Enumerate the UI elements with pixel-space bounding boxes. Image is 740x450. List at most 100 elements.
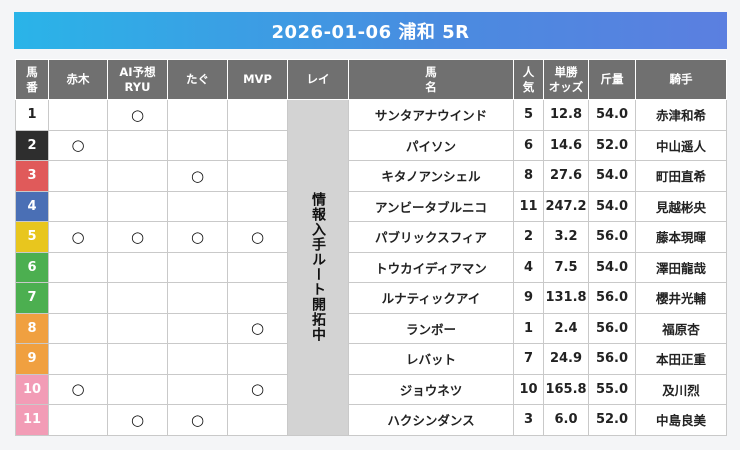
horse-name-cell: ランボー xyxy=(348,312,514,344)
win-odds-cell: 6.0 xyxy=(543,404,589,436)
table-row: 5 ○ ○ ○ ○ パブリックスフィア 2 3.2 56.0 藤本現暉 xyxy=(15,221,727,253)
mark-cell-akagi xyxy=(48,404,108,436)
mark-cell-ai-ryu xyxy=(107,373,168,405)
race-title: 2026-01-06 浦和 5R xyxy=(14,12,727,49)
horse-number-cell: 2 xyxy=(15,129,49,161)
horse-name-cell: サンタアナウインド xyxy=(348,99,514,131)
mark-cell-ai-ryu xyxy=(107,251,168,283)
mark-cell-akagi: ○ xyxy=(48,373,108,405)
table-row: 2 ○ パイソン 6 14.6 52.0 中山遥人 xyxy=(15,129,727,161)
mark-cell-mvp: ○ xyxy=(227,373,288,405)
mark-cell-ai-ryu xyxy=(107,282,168,314)
horse-number-cell: 10 xyxy=(15,373,49,405)
weight-cell: 55.0 xyxy=(588,373,636,405)
jockey-cell: 及川烈 xyxy=(635,373,727,405)
header-tagu: たぐ xyxy=(167,59,228,100)
mark-cell-ai-ryu: ○ xyxy=(107,99,168,131)
circle-mark-icon: ○ xyxy=(250,319,265,338)
horse-number-cell: 8 xyxy=(15,312,49,344)
horse-name-cell: キタノアンシェル xyxy=(348,160,514,192)
jockey-cell: 中山遥人 xyxy=(635,129,727,161)
circle-mark-icon: ○ xyxy=(71,227,85,246)
horse-name-cell: アンビータブルニコ xyxy=(348,190,514,222)
win-odds-cell: 14.6 xyxy=(543,129,589,161)
mark-cell-ai-ryu xyxy=(107,160,168,192)
popularity-cell: 8 xyxy=(513,160,544,192)
horse-number-cell: 1 xyxy=(15,99,49,131)
jockey-cell: 藤本現暉 xyxy=(635,221,727,253)
circle-mark-icon: ○ xyxy=(130,105,145,124)
horse-name-cell: トウカイディアマン xyxy=(348,251,514,283)
mark-cell-tagu xyxy=(167,373,228,405)
jockey-cell: 赤津和希 xyxy=(635,99,727,131)
horse-number-cell: 11 xyxy=(15,404,49,436)
circle-mark-icon: ○ xyxy=(71,380,85,399)
entries-table: 馬番 赤木 AI予想 RYU たぐ MVP レイ 馬名 人気 単勝 オッズ 斤量 騎… xyxy=(15,59,727,436)
horse-name-cell: ルナティックアイ xyxy=(348,282,514,314)
popularity-cell: 3 xyxy=(513,404,544,436)
mark-cell-tagu xyxy=(167,312,228,344)
header-mvp: MVP xyxy=(227,59,288,100)
win-odds-cell: 27.6 xyxy=(543,160,589,192)
weight-cell: 56.0 xyxy=(588,343,636,375)
weight-cell: 54.0 xyxy=(588,160,636,192)
mark-cell-tagu xyxy=(167,129,228,161)
table-header-row: 馬番 赤木 AI予想 RYU たぐ MVP レイ 馬名 人気 単勝 オッズ 斤量 騎… xyxy=(15,59,727,100)
header-rei: レイ xyxy=(287,59,349,100)
win-odds-cell: 24.9 xyxy=(543,343,589,375)
mark-cell-tagu xyxy=(167,282,228,314)
jockey-cell: 櫻井光輔 xyxy=(635,282,727,314)
mark-cell-mvp xyxy=(227,343,288,375)
mark-cell-mvp xyxy=(227,129,288,161)
horse-number-cell: 9 xyxy=(15,343,49,375)
jockey-cell: 本田正重 xyxy=(635,343,727,375)
win-odds-cell: 165.8 xyxy=(543,373,589,405)
win-odds-cell: 3.2 xyxy=(543,221,589,253)
mark-cell-akagi: ○ xyxy=(48,129,108,161)
popularity-cell: 1 xyxy=(513,312,544,344)
mark-cell-mvp xyxy=(227,404,288,436)
mark-cell-tagu: ○ xyxy=(167,404,228,436)
win-odds-cell: 7.5 xyxy=(543,251,589,283)
weight-cell: 52.0 xyxy=(588,404,636,436)
mark-cell-tagu xyxy=(167,251,228,283)
jockey-cell: 福原杏 xyxy=(635,312,727,344)
circle-mark-icon: ○ xyxy=(250,380,265,399)
popularity-cell: 7 xyxy=(513,343,544,375)
weight-cell: 56.0 xyxy=(588,312,636,344)
win-odds-cell: 12.8 xyxy=(543,99,589,131)
mark-cell-ai-ryu xyxy=(107,312,168,344)
mark-cell-mvp xyxy=(227,99,288,131)
header-popularity: 人気 xyxy=(513,59,544,100)
mark-cell-ai-ryu xyxy=(107,343,168,375)
horse-name-cell: パイソン xyxy=(348,129,514,161)
jockey-cell: 澤田龍哉 xyxy=(635,251,727,283)
rei-status-cell: 情報入手ルート開拓中 xyxy=(287,99,349,436)
weight-cell: 56.0 xyxy=(588,282,636,314)
mark-cell-mvp xyxy=(227,282,288,314)
jockey-cell: 中島良美 xyxy=(635,404,727,436)
mark-cell-akagi xyxy=(48,99,108,131)
circle-mark-icon: ○ xyxy=(190,166,205,185)
mark-cell-tagu xyxy=(167,99,228,131)
jockey-cell: 見越彬央 xyxy=(635,190,727,222)
mark-cell-mvp xyxy=(227,160,288,192)
win-odds-cell: 247.2 xyxy=(543,190,589,222)
mark-cell-mvp: ○ xyxy=(227,221,288,253)
mark-cell-akagi xyxy=(48,343,108,375)
mark-cell-akagi xyxy=(48,251,108,283)
table-row: 8 ○ ランボー 1 2.4 56.0 福原杏 xyxy=(15,312,727,344)
weight-cell: 54.0 xyxy=(588,99,636,131)
table-row: 10 ○ ○ ジョウネツ 10 165.8 55.0 及川烈 xyxy=(15,373,727,405)
mark-cell-akagi xyxy=(48,282,108,314)
mark-cell-ai-ryu xyxy=(107,129,168,161)
weight-cell: 54.0 xyxy=(588,251,636,283)
table-row: 1 ○ 情報入手ルート開拓中 サンタアナウインド 5 12.8 54.0 赤津和希 xyxy=(15,99,727,436)
popularity-cell: 11 xyxy=(513,190,544,222)
header-jockey: 騎手 xyxy=(635,59,727,100)
popularity-cell: 10 xyxy=(513,373,544,405)
circle-mark-icon: ○ xyxy=(71,136,85,155)
weight-cell: 56.0 xyxy=(588,221,636,253)
mark-cell-tagu: ○ xyxy=(167,160,228,192)
